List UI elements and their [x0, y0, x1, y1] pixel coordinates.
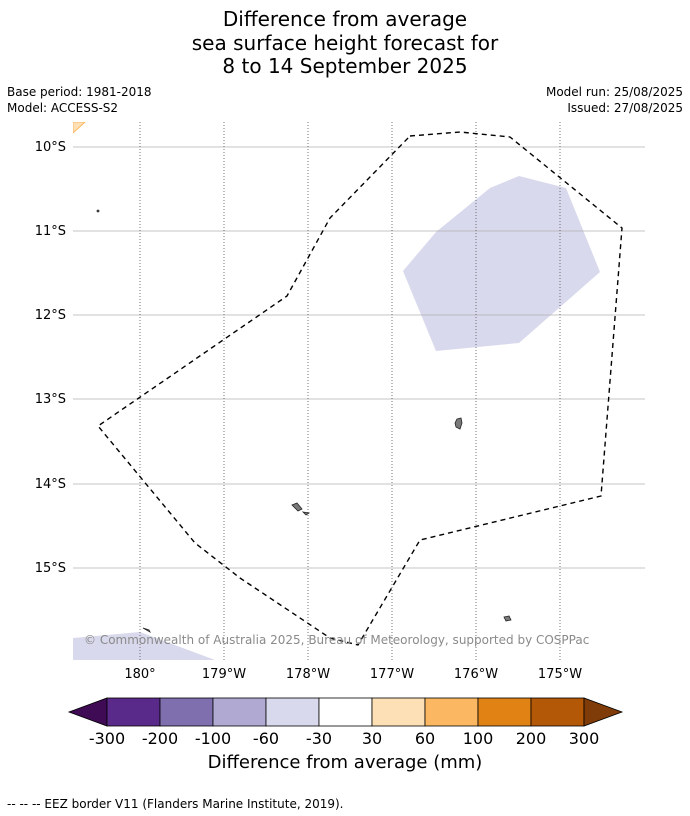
model-info: Base period: 1981-2018 Model: ACCESS-S2: [7, 84, 152, 116]
lat-label: 15°S: [35, 561, 66, 576]
colorbar-tick-label: -30: [306, 729, 332, 748]
lon-label: 175°W: [538, 667, 582, 682]
colorbar-segment: [371, 697, 426, 727]
island-alofi: [301, 511, 311, 516]
lat-label: 11°S: [35, 224, 66, 239]
island-wallis: [454, 417, 463, 430]
colorbar-tick-label: 300: [569, 729, 600, 748]
model-run: Model run: 25/08/2025: [545, 85, 683, 99]
island-south-west: [142, 627, 151, 634]
lon-label: 178°W: [286, 667, 330, 682]
colorbar-tick-label: -100: [195, 729, 231, 748]
colorbar-segment: [212, 697, 267, 727]
colorbar-tick-label: -60: [253, 729, 279, 748]
island-futuna: [291, 502, 303, 512]
anomaly-region-positive-corner: [73, 122, 86, 134]
anomaly-region-negative: [403, 176, 600, 351]
colorbar-segment: [318, 697, 373, 727]
run-info: Model run: 25/08/2025 Issued: 27/08/2025: [546, 84, 683, 116]
colorbar-segment: [477, 697, 532, 727]
colorbar-tick-label: 100: [463, 729, 494, 748]
lat-label: 14°S: [35, 477, 66, 492]
colorbar: [67, 697, 624, 727]
longitude-labels: 180° 179°W 178°W 177°W 176°W 175°W: [124, 667, 582, 682]
colorbar-tick-labels: -300 -200 -100 -60 -30 30 60 100 200 300: [89, 729, 599, 748]
islands: [96, 209, 512, 634]
issued-date: Issued: 27/08/2025: [567, 101, 683, 115]
lat-label: 10°S: [35, 140, 66, 155]
island-dot: [96, 209, 100, 213]
colorbar-tick-label: 60: [415, 729, 435, 748]
lat-label: 12°S: [35, 308, 66, 323]
colorbar-segment: [159, 697, 214, 727]
title-line-3: 8 to 14 September 2025: [222, 54, 468, 78]
colorbar-segment: [530, 697, 585, 727]
latitude-labels: 10°S 11°S 12°S 13°S 14°S 15°S: [35, 140, 66, 576]
lon-label: 177°W: [370, 667, 414, 682]
colorbar-tick-label: 30: [362, 729, 382, 748]
colorbar-segment: [106, 697, 161, 727]
copyright-notice: © Commonwealth of Australia 2025, Bureau…: [84, 633, 589, 647]
map-title: Difference from average sea surface heig…: [0, 7, 690, 79]
lon-label: 176°W: [454, 667, 498, 682]
colorbar-extend-low: [67, 697, 108, 727]
island-east: [503, 615, 512, 622]
colorbar-extend-high: [583, 697, 624, 727]
eez-border: [96, 131, 623, 646]
lon-label: 180°: [124, 667, 155, 682]
colorbar-segment: [424, 697, 479, 727]
lat-label: 13°S: [35, 392, 66, 407]
latitude-gridlines: [73, 146, 645, 569]
colorbar-tick-label: 200: [516, 729, 547, 748]
colorbar-tick-label: -200: [142, 729, 178, 748]
model-name: Model: ACCESS-S2: [7, 101, 119, 115]
map-plot-area: [73, 122, 645, 660]
anomaly-region-negative-south: [73, 632, 215, 660]
title-line-1: Difference from average: [222, 7, 468, 31]
title-line-2: sea surface height forecast for: [191, 30, 499, 55]
lon-label: 179°W: [202, 667, 246, 682]
colorbar-title: Difference from average (mm): [207, 752, 483, 773]
eez-footnote: -- -- -- EEZ border V11 (Flanders Marine…: [7, 797, 344, 811]
base-period: Base period: 1981-2018: [7, 85, 152, 99]
colorbar-tick-label: -300: [89, 729, 125, 748]
colorbar-segment: [265, 697, 320, 727]
